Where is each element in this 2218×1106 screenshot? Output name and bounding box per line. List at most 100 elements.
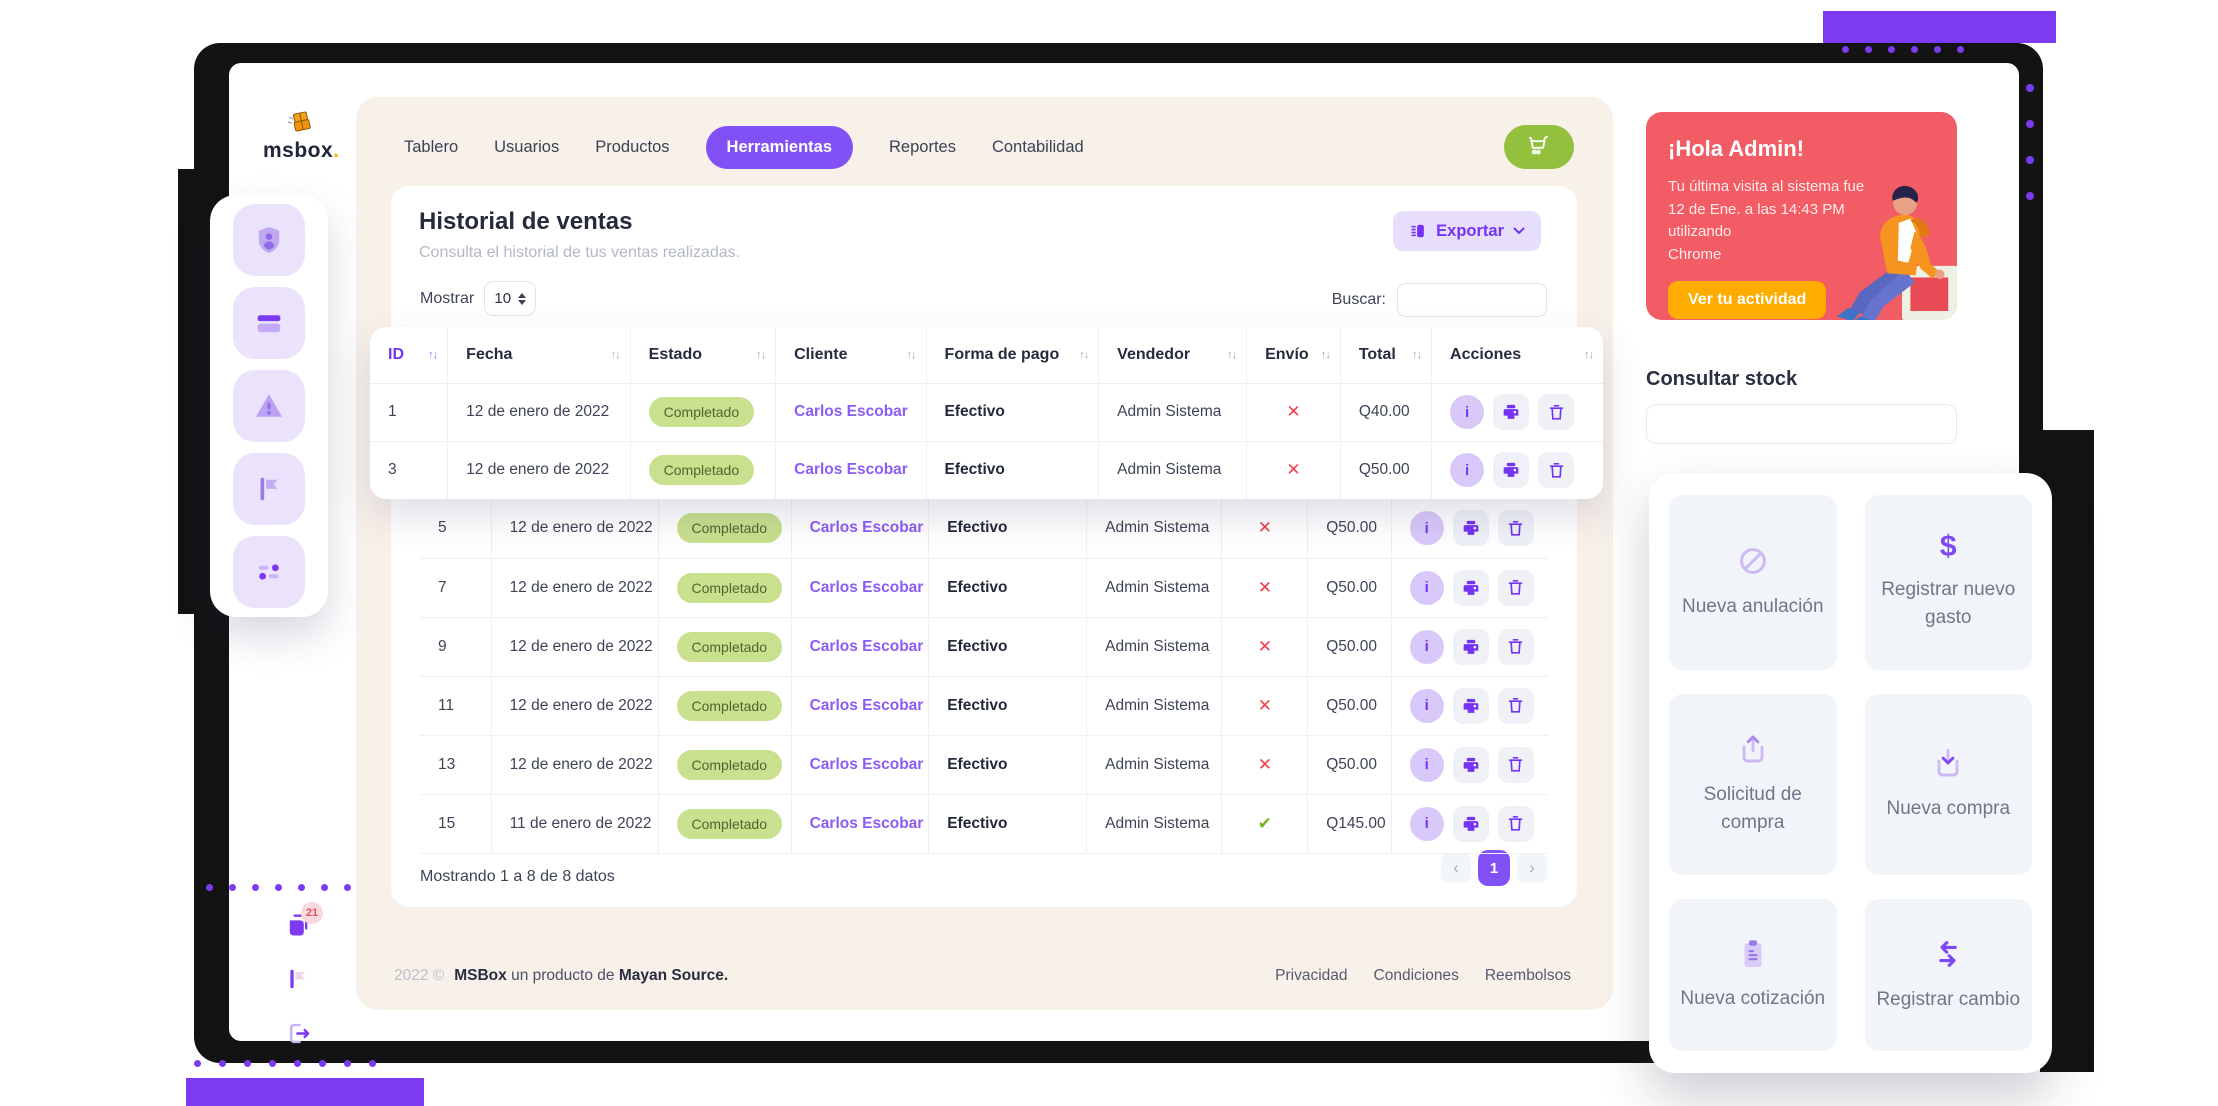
view-activity-button[interactable]: Ver tu actividad <box>1668 281 1827 319</box>
cell-acciones: i <box>1391 794 1548 854</box>
sidebar-item-reports[interactable] <box>233 453 305 525</box>
col-fecha[interactable]: Fecha ↑↓ <box>447 327 631 384</box>
delete-button[interactable] <box>1497 628 1534 665</box>
col-vendedor[interactable]: Vendedor ↑↓ <box>1098 327 1248 384</box>
tab-herramientas[interactable]: Herramientas <box>705 125 854 169</box>
sitting-person-illustration <box>1836 185 1957 320</box>
print-button[interactable] <box>1452 628 1489 665</box>
export-button[interactable]: Exportar <box>1393 211 1541 251</box>
pagination-next-button[interactable]: › <box>1517 853 1547 883</box>
col-acciones[interactable]: Acciones ↑↓ <box>1431 327 1603 384</box>
sidebar-item-card[interactable] <box>233 287 305 359</box>
tab-contabilidad[interactable]: Contabilidad <box>991 137 1084 156</box>
info-button[interactable]: i <box>1409 570 1444 605</box>
info-button[interactable]: i <box>1450 453 1485 488</box>
table-row[interactable]: 7 12 de enero de 2022 Completado Carlos … <box>420 558 1548 618</box>
table-row[interactable]: 5 12 de enero de 2022 Completado Carlos … <box>420 499 1548 559</box>
table-summary: Mostrando 1 a 8 de 8 datos <box>420 868 615 885</box>
client-link[interactable]: Carlos Escobar <box>809 578 924 596</box>
delete-button[interactable] <box>1497 805 1534 842</box>
delete-button[interactable] <box>1497 569 1534 606</box>
sort-icon: ↑↓ <box>1320 348 1331 361</box>
status-badge: Completado <box>648 397 755 427</box>
sidebar-item-security[interactable] <box>233 204 305 276</box>
client-link[interactable]: Carlos Escobar <box>809 696 924 714</box>
delete-button[interactable] <box>1538 394 1575 430</box>
info-button[interactable]: i <box>1450 395 1485 429</box>
print-button[interactable] <box>1452 805 1489 842</box>
table-row[interactable]: 13 12 de enero de 2022 Completado Carlos… <box>420 735 1548 795</box>
delete-button[interactable] <box>1497 687 1534 724</box>
table-row[interactable]: 9 12 de enero de 2022 Completado Carlos … <box>420 617 1548 677</box>
print-button[interactable] <box>1493 394 1530 430</box>
print-button[interactable] <box>1493 452 1530 489</box>
printer-icon <box>1503 404 1519 419</box>
stock-search-input[interactable] <box>1646 404 1957 444</box>
tile-solicitud-de-compra[interactable]: Solicitud de compra <box>1669 693 1837 875</box>
tile-nueva-cotizacion[interactable]: Nueva cotización <box>1669 898 1837 1051</box>
sidebar-item-alerts[interactable] <box>233 370 305 442</box>
table-row[interactable]: 11 12 de enero de 2022 Completado Carlos… <box>420 676 1548 736</box>
tile-nueva-anulacion[interactable]: Nueva anulación <box>1669 495 1837 670</box>
client-link[interactable]: Carlos Escobar <box>794 461 908 479</box>
delete-button[interactable] <box>1497 510 1534 547</box>
link-privacidad[interactable]: Privacidad <box>1275 967 1348 984</box>
documents-button[interactable]: 21 <box>281 902 323 944</box>
tab-productos[interactable]: Productos <box>595 137 670 156</box>
table-row[interactable]: 3 12 de enero de 2022 Completado Carlos … <box>370 441 1603 499</box>
delete-button[interactable] <box>1497 746 1534 783</box>
link-reembolsos[interactable]: Reembolsos <box>1484 967 1571 984</box>
client-link[interactable]: Carlos Escobar <box>794 403 908 420</box>
flag-button[interactable] <box>281 960 315 998</box>
download-box-icon <box>1937 748 1959 777</box>
cell-acciones: i <box>1431 383 1603 442</box>
info-button[interactable]: i <box>1409 688 1444 723</box>
client-link[interactable]: Carlos Escobar <box>809 814 924 832</box>
pagination-page-1[interactable]: 1 <box>1478 850 1510 886</box>
stock-search-label: Consultar stock <box>1646 368 1798 390</box>
client-link[interactable]: Carlos Escobar <box>809 519 924 537</box>
logout-button[interactable] <box>281 1014 315 1052</box>
cell-id: 7 <box>420 558 492 618</box>
col-estado[interactable]: Estado ↑↓ <box>630 327 777 384</box>
decor-dots <box>194 1060 376 1067</box>
col-total[interactable]: Total ↑↓ <box>1340 327 1433 384</box>
sort-icon: ↑↓ <box>1227 348 1237 361</box>
cart-button[interactable] <box>1504 125 1574 169</box>
sidebar-item-settings[interactable] <box>233 536 305 608</box>
table-row[interactable]: 15 11 de enero de 2022 Completado Carlos… <box>420 794 1548 854</box>
tab-tablero[interactable]: Tablero <box>404 137 459 156</box>
tile-nueva-compra[interactable]: Nueva compra <box>1864 693 2032 875</box>
cell-cliente: Carlos Escobar <box>791 735 930 795</box>
info-button[interactable]: i <box>1409 511 1444 546</box>
col-id[interactable]: ID ↑↓ <box>370 327 449 384</box>
page-size-select[interactable]: 10 <box>484 281 537 316</box>
search-input[interactable] <box>1397 283 1547 317</box>
col-cliente[interactable]: Cliente ↑↓ <box>775 327 927 384</box>
col-forma-pago[interactable]: Forma de pago ↑↓ <box>926 327 1100 384</box>
tab-usuarios[interactable]: Usuarios <box>494 137 560 156</box>
info-button[interactable]: i <box>1409 806 1444 841</box>
sort-icon: ↑↓ <box>1584 348 1594 361</box>
cell-acciones: i <box>1391 676 1548 736</box>
delete-button[interactable] <box>1538 452 1575 489</box>
link-condiciones[interactable]: Condiciones <box>1373 967 1459 984</box>
cell-envio: ✕ <box>1246 383 1341 442</box>
notification-badge: 21 <box>301 902 323 924</box>
tab-reportes[interactable]: Reportes <box>889 137 956 156</box>
dollar-icon: $ <box>1939 529 1957 563</box>
print-button[interactable] <box>1452 569 1489 606</box>
client-link[interactable]: Carlos Escobar <box>809 755 924 773</box>
tile-registrar-cambio[interactable]: Registrar cambio <box>1864 898 2032 1051</box>
info-button[interactable]: i <box>1409 629 1444 664</box>
print-button[interactable] <box>1452 746 1489 783</box>
print-button[interactable] <box>1452 687 1489 724</box>
print-button[interactable] <box>1452 510 1489 547</box>
cell-cliente: Carlos Escobar <box>791 499 930 559</box>
pagination-prev-button[interactable]: ‹ <box>1441 853 1471 883</box>
tile-registrar-nuevo-gasto[interactable]: $ Registrar nuevo gasto <box>1864 495 2032 670</box>
client-link[interactable]: Carlos Escobar <box>809 637 924 655</box>
table-row[interactable]: 1 12 de enero de 2022 Completado Carlos … <box>370 383 1603 442</box>
col-envio[interactable]: Envío ↑↓ <box>1246 327 1341 384</box>
info-button[interactable]: i <box>1409 747 1444 782</box>
